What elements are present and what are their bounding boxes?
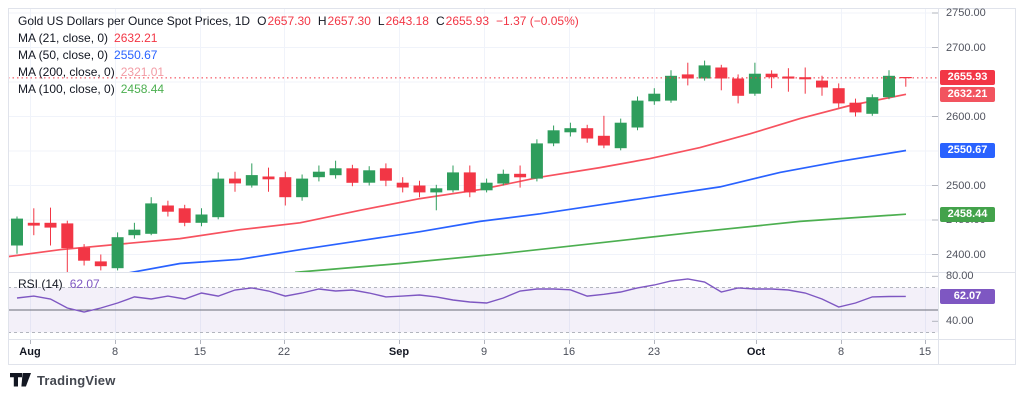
rsi-axis-label: 80.00: [946, 270, 974, 283]
price-badge: 2458.44: [940, 206, 995, 222]
rsi-legend-row[interactable]: RSI (14) 62.07: [18, 277, 100, 291]
ma-legend-label: MA (50, close, 0): [18, 48, 109, 62]
ohlc-key: H: [317, 14, 327, 28]
rsi-axis-label: 40.00: [946, 315, 974, 328]
ma-legend-label: MA (100, close, 0): [18, 82, 115, 96]
price-badge: 2632.21: [940, 86, 995, 102]
tradingview-logo-text: TradingView: [37, 373, 116, 388]
price-axis-label: 2700.00: [946, 41, 986, 54]
symbol-title: Gold US Dollars per Ounce Spot Prices, 1…: [18, 14, 251, 28]
ma-legend-label: MA (200, close, 0): [18, 65, 115, 79]
ohlc-value: 2657.30: [327, 14, 371, 28]
time-axis-label: 15: [918, 346, 932, 358]
price-axis-label: 2500.00: [946, 179, 986, 192]
tradingview-logo-icon: [10, 373, 31, 387]
ohlc-key: L: [377, 14, 385, 28]
price-badge: 2655.93: [940, 70, 995, 86]
ohlc-value: 2657.30: [267, 14, 311, 28]
time-axis-label: 23: [647, 346, 661, 358]
time-axis-label: 8: [111, 346, 119, 358]
ma-legend-value: 2550.67: [114, 48, 158, 62]
symbol-title-row[interactable]: Gold US Dollars per Ounce Spot Prices, 1…: [18, 13, 579, 30]
time-axis-label: Sep: [388, 346, 410, 358]
ma-legend-value: 2632.21: [114, 31, 158, 45]
price-axis-label: 2400.00: [946, 248, 986, 261]
ohlc-value: 2643.18: [385, 14, 429, 28]
time-axis-label: 9: [480, 346, 488, 358]
price-badge: 2550.67: [940, 143, 995, 158]
rsi-legend-label: RSI (14): [18, 277, 63, 291]
ma-legend-label: MA (21, close, 0): [18, 31, 109, 45]
rsi-legend-value: 62.07: [69, 277, 100, 291]
price-badge: 62.07: [940, 288, 995, 304]
price-change: −1.37 (−0.05%): [496, 14, 579, 28]
ohlc-key: C: [435, 14, 445, 28]
ohlc-key: O: [257, 14, 267, 28]
ma-legend-row[interactable]: MA (100, close, 0) 2458.44: [18, 81, 579, 98]
ma-legend-value: 2458.44: [120, 82, 165, 96]
price-axis-label: 2750.00: [946, 7, 986, 19]
price-axis-label: 2600.00: [946, 110, 986, 123]
legend: Gold US Dollars per Ounce Spot Prices, 1…: [18, 13, 579, 98]
time-axis-label: Oct: [746, 346, 766, 358]
ma-legend-row[interactable]: MA (200, close, 0) 2321.01: [18, 64, 579, 81]
time-axis-label: Aug: [19, 346, 41, 358]
ma-legend-row[interactable]: MA (50, close, 0) 2550.67: [18, 47, 579, 64]
ma-legend-row[interactable]: MA (21, close, 0) 2632.21: [18, 30, 579, 47]
tradingview-attribution[interactable]: TradingView: [10, 373, 116, 388]
time-axis-label: 22: [277, 346, 291, 358]
time-axis-label: 16: [562, 346, 576, 358]
time-axis-label: 8: [837, 346, 845, 358]
ohlc-values: O2657.30 H2657.30 L2643.18 C2655.93: [250, 14, 489, 28]
ohlc-value: 2655.93: [445, 14, 490, 28]
ma-legend-value: 2321.01: [120, 65, 165, 79]
ma-legend-rows: MA (21, close, 0) 2632.21 MA (50, close, 0…: [18, 30, 579, 98]
time-axis-label: 15: [193, 346, 207, 358]
